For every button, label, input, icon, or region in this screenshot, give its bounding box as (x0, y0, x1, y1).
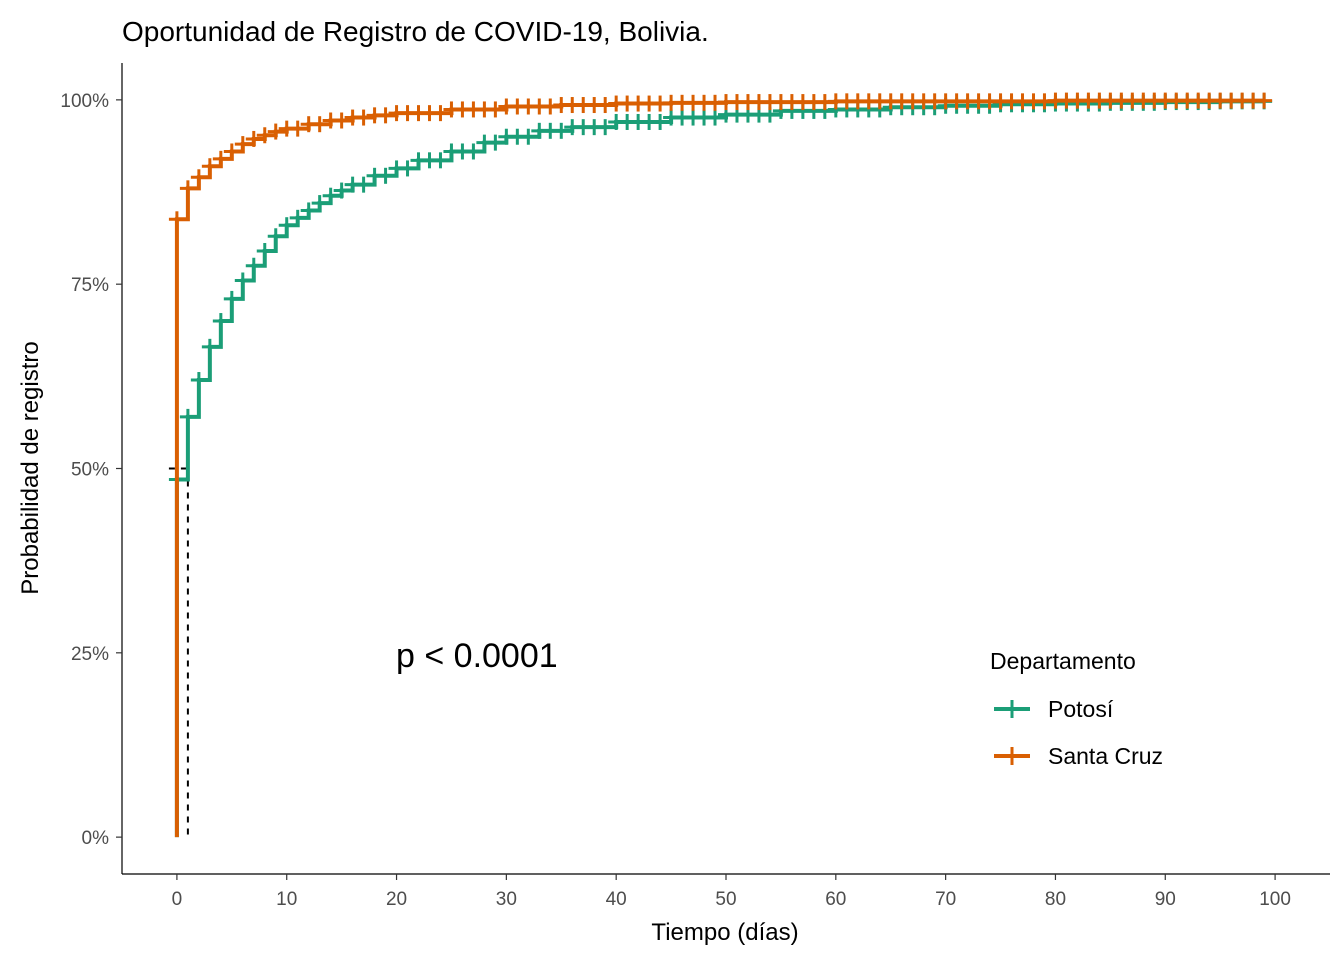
y-axis-title: Probabilidad de registro (17, 341, 44, 595)
p-value-annotation: p < 0.0001 (396, 637, 558, 675)
x-tick-label: 80 (1045, 889, 1066, 910)
x-tick-label: 60 (825, 889, 846, 910)
y-tick-label: 100% (60, 91, 109, 112)
x-tick-label: 0 (172, 889, 183, 910)
x-tick-label: 50 (715, 889, 736, 910)
x-axis-title: Tiempo (días) (651, 919, 798, 946)
x-tick-label: 100 (1259, 889, 1291, 910)
legend-label-potosi: Potosí (1048, 696, 1114, 722)
y-axis-ticks: 0% 25% 50% 75% 100% (60, 91, 122, 849)
x-tick-label: 20 (386, 889, 407, 910)
series-line-santa-cruz (174, 98, 1265, 838)
series-potos (168, 93, 1273, 838)
series-layer (168, 92, 1273, 838)
x-axis-ticks: 0 10 20 30 40 50 60 70 80 90 100 (172, 874, 1291, 910)
chart-title: Oportunidad de Registro de COVID-19, Bol… (122, 16, 709, 47)
y-tick-label: 25% (71, 644, 109, 665)
x-tick-label: 90 (1155, 889, 1176, 910)
series-line-potos (174, 99, 1265, 838)
legend-item-santa-cruz: Santa Cruz (994, 743, 1163, 769)
legend-title: Departamento (990, 648, 1136, 674)
x-tick-label: 30 (496, 889, 517, 910)
y-tick-label: 50% (71, 460, 109, 481)
x-tick-label: 70 (935, 889, 956, 910)
x-tick-label: 10 (276, 889, 297, 910)
legend-item-potosi: Potosí (994, 696, 1114, 722)
y-tick-label: 75% (71, 275, 109, 296)
legend: Departamento Potosí Santa Cruz (990, 648, 1163, 769)
series-santa-cruz (168, 92, 1273, 838)
y-tick-label: 0% (82, 828, 110, 849)
legend-label-santa-cruz: Santa Cruz (1048, 743, 1163, 769)
x-tick-label: 40 (606, 889, 627, 910)
